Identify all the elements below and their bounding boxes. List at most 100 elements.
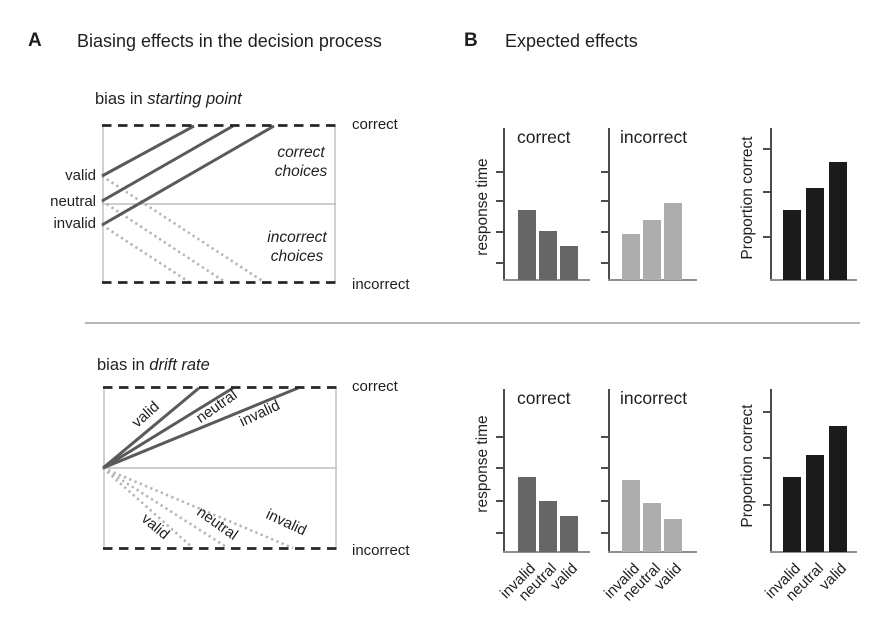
starting-point-diagram: correct choices incorrect choices	[101, 124, 336, 284]
condition-label-neutral: neutral	[50, 193, 96, 210]
incorrect-boundary-label-bottom-diagram: incorrect	[352, 542, 410, 559]
starting-point-title-prefix: bias in	[95, 90, 148, 108]
bar-neutral	[643, 220, 661, 280]
starting-point-condition-labels: valid neutral invalid	[24, 124, 96, 284]
incorrect-choices-label: incorrect choices	[267, 229, 327, 265]
starting-point-title-italic: starting point	[147, 90, 242, 108]
bar-neutral	[806, 188, 824, 280]
bar-valid	[560, 516, 578, 552]
y-axis-tick	[496, 171, 503, 174]
chart-proportion-correct-bottom: invalid neutral valid	[762, 389, 862, 604]
drift-rate-title-italic: drift rate	[149, 356, 210, 374]
incorrect-path-dotted-line	[101, 174, 265, 284]
ylabel-proportion-correct-bottom: Proportion correct	[739, 404, 756, 528]
bars-group	[518, 210, 578, 280]
condition-label-invalid: invalid	[53, 215, 96, 232]
bar-valid	[829, 426, 847, 552]
bar-invalid	[783, 477, 801, 552]
chart-response-time-correct-top: correct	[496, 127, 595, 281]
y-axis-tick	[601, 499, 608, 502]
bars-group	[783, 162, 847, 280]
y-axis-tick	[763, 235, 770, 238]
y-axis-tick	[496, 231, 503, 234]
y-axis-tick	[496, 466, 503, 469]
y-axis-tick	[496, 200, 503, 203]
x-axis-baseline	[770, 551, 857, 553]
correct-path-solid-line	[101, 124, 195, 178]
y-axis-tick	[601, 532, 608, 535]
chart-response-time-incorrect-top: incorrect	[601, 127, 700, 281]
correct-choices-label: correct choices	[274, 144, 328, 180]
panel-a-label: A	[28, 30, 42, 51]
y-axis-tick	[601, 435, 608, 438]
x-axis-baseline	[503, 551, 590, 553]
correct-boundary-label-bottom-diagram: correct	[352, 378, 398, 395]
correct-path-solid-line	[102, 386, 234, 470]
ylabel-response-time-bottom: response time	[474, 415, 491, 513]
bar-neutral	[643, 503, 661, 552]
correct-boundary-label-top-diagram: correct	[352, 116, 398, 133]
y-axis-tick	[601, 261, 608, 264]
section-divider	[85, 322, 860, 324]
y-axis-tick	[763, 504, 770, 507]
y-axis-tick	[763, 191, 770, 194]
y-axis-tick	[496, 499, 503, 502]
ylabel-response-time-top: response time	[474, 158, 491, 256]
correct-path-solid-line	[101, 124, 234, 203]
y-axis-tick	[763, 456, 770, 459]
x-axis-baseline	[503, 279, 590, 281]
bar-valid	[664, 203, 682, 280]
y-axis-tick	[601, 171, 608, 174]
panel-b-title: Expected effects	[505, 31, 638, 51]
bar-invalid	[622, 234, 640, 280]
chart-proportion-correct-top	[763, 128, 862, 281]
incorrect-path-dotted-line	[102, 466, 294, 550]
chart-title-incorrect: incorrect	[620, 127, 688, 147]
bar-valid	[829, 162, 847, 280]
bar-invalid	[518, 477, 536, 552]
bar-invalid	[622, 480, 640, 552]
ylabel-proportion-correct-top: Proportion correct	[739, 136, 756, 260]
y-axis-tick	[601, 200, 608, 203]
bars-group	[622, 203, 682, 280]
x-axis-baseline	[608, 551, 697, 553]
incorrect-boundary-label-top-diagram: incorrect	[352, 276, 410, 293]
incorrect-path-dotted-line	[102, 467, 194, 549]
y-axis-tick	[496, 261, 503, 264]
bar-neutral	[539, 231, 557, 280]
starting-point-plot	[101, 124, 336, 284]
chart-response-time-incorrect-bottom: incorrect invalid neutral valid	[601, 388, 700, 604]
chart-title-correct: correct	[517, 388, 571, 408]
x-axis-baseline	[608, 279, 697, 281]
y-axis-tick	[601, 466, 608, 469]
x-axis-baseline	[770, 279, 857, 281]
bar-invalid	[518, 210, 536, 280]
starting-point-title: bias in starting point	[95, 90, 242, 108]
bars-group	[622, 480, 682, 552]
chart-title-incorrect: incorrect	[620, 388, 688, 408]
bar-invalid	[783, 210, 801, 280]
panel-b-label: B	[464, 30, 478, 51]
y-axis-tick	[763, 410, 770, 413]
bars-group	[783, 426, 847, 552]
chart-response-time-correct-bottom: correct invalid neutral valid	[496, 388, 595, 604]
incorrect-path-dotted-line	[102, 466, 229, 550]
drift-rate-diagram: valid neutral invalid valid neutral invalid	[102, 386, 337, 550]
correct-path-solid-line	[101, 124, 275, 227]
panel-a-title: Biasing effects in the decision process	[77, 31, 382, 51]
bar-valid	[664, 519, 682, 552]
y-axis-tick	[496, 435, 503, 438]
drift-rate-plot	[102, 386, 337, 550]
bar-valid	[560, 246, 578, 280]
correct-path-solid-line	[102, 386, 299, 470]
chart-title-correct: correct	[517, 127, 571, 147]
y-axis-tick	[601, 231, 608, 234]
bar-neutral	[806, 455, 824, 552]
drift-rate-title: bias in drift rate	[97, 356, 210, 374]
drift-rate-title-prefix: bias in	[97, 356, 150, 374]
bars-group	[518, 477, 578, 552]
bar-neutral	[539, 501, 557, 552]
correct-path-solid-line	[102, 386, 200, 470]
y-axis-tick	[763, 148, 770, 151]
